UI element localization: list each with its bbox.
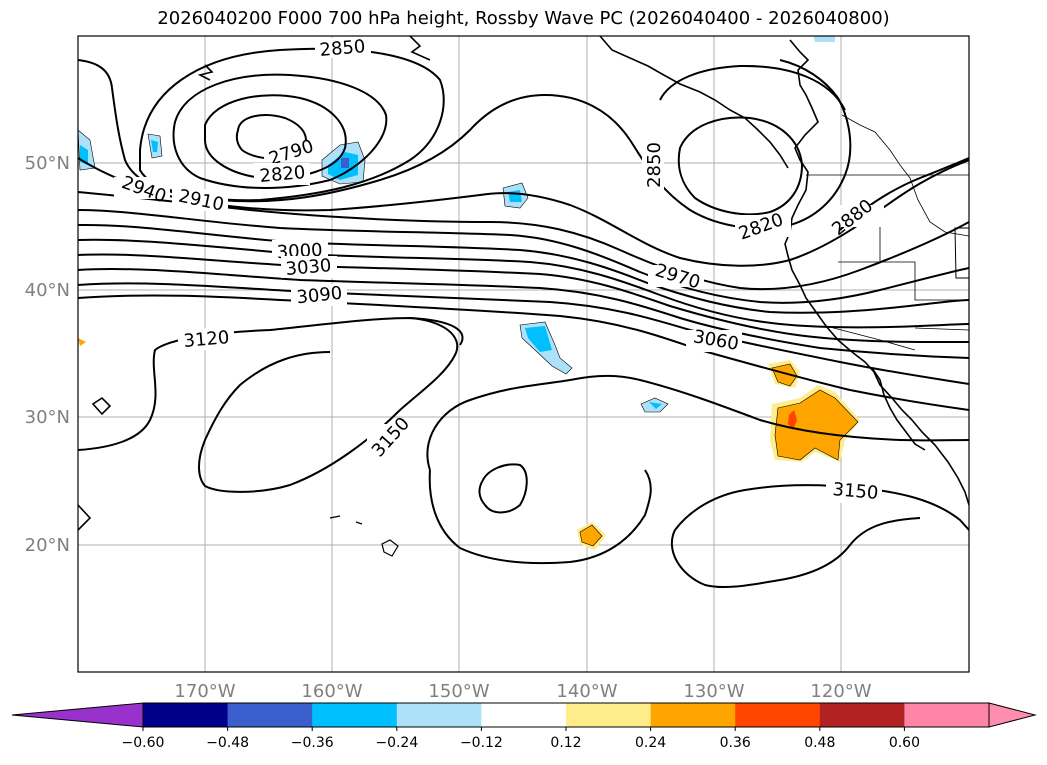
contour-label: 3150 — [832, 479, 879, 504]
colorbar-extend-high — [988, 702, 1037, 728]
lon-label: 170°W — [174, 681, 235, 702]
map-frame — [77, 35, 970, 673]
lat-label: 50°N — [25, 153, 70, 174]
colorbar-swatch — [227, 703, 313, 727]
colorbar-swatch — [312, 703, 398, 727]
contour-label: 2820 — [259, 162, 306, 187]
colorbar-tick-label: −0.60 — [122, 735, 165, 751]
lat-label: 20°N — [25, 535, 70, 556]
colorbar-swatch — [904, 703, 990, 727]
colorbar-tick-label: 0.48 — [804, 735, 835, 751]
colorbar-tick-label: −0.24 — [375, 735, 418, 751]
map-area — [78, 36, 969, 672]
colorbar-tick-label: −0.48 — [206, 735, 249, 751]
contour-labels: 2850 2790 2820 2940 2910 3000 3030 3090 … — [114, 36, 884, 504]
colorbar-swatch — [481, 703, 567, 727]
lat-label: 40°N — [25, 280, 70, 301]
x-axis-labels: 170°W 160°W 150°W 140°W 130°W 120°W — [174, 681, 871, 702]
colorbar-swatch — [650, 703, 736, 727]
colorbar-tick-label: −0.12 — [460, 735, 503, 751]
lon-label: 140°W — [556, 681, 617, 702]
contour-label: 3090 — [296, 283, 344, 309]
lon-label: 130°W — [683, 681, 744, 702]
colorbar-swatch — [396, 703, 482, 727]
height-contours — [78, 47, 969, 589]
lon-label: 120°W — [810, 681, 871, 702]
colorbar-swatch — [566, 703, 652, 727]
coastlines — [78, 36, 969, 557]
y-axis-labels: 50°N 40°N 30°N 20°N — [25, 153, 70, 556]
colorbar-swatch — [819, 703, 905, 727]
contour-label: 3030 — [285, 255, 332, 280]
contour-label: 2850 — [319, 36, 366, 61]
lat-label: 30°N — [25, 407, 70, 428]
map-title: 2026040200 F000 700 hPa height, Rossby W… — [157, 8, 890, 29]
colorbar-tick-label: −0.36 — [291, 735, 334, 751]
colorbar-extend-low — [11, 702, 144, 728]
contour-label: 3120 — [183, 327, 230, 352]
colorbar-swatch — [735, 703, 821, 727]
colorbar-tick-label: 0.24 — [635, 735, 666, 751]
colorbar-tick-label: 0.36 — [720, 735, 751, 751]
lon-label: 150°W — [428, 681, 489, 702]
colorbar-swatch — [143, 703, 229, 727]
lon-label: 160°W — [301, 681, 362, 702]
colorbar: −0.60 −0.48 −0.36 −0.24 −0.12 0.12 0.24 0.36 0.4… — [11, 702, 1037, 751]
contour-label: 2850 — [644, 142, 665, 188]
colorbar-tick-label: 0.60 — [889, 735, 920, 751]
colorbar-tick-label: 0.12 — [550, 735, 581, 751]
